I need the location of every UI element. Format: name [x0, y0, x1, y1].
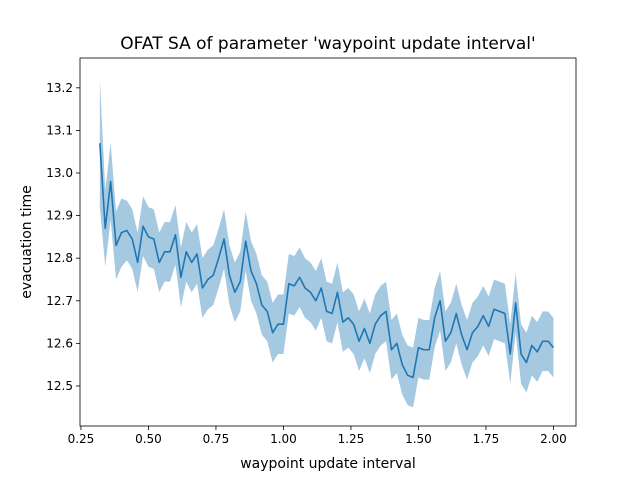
- x-tick-label: 2.00: [540, 432, 567, 446]
- plot-frame: [79, 57, 577, 427]
- y-tick-label: 13.2: [46, 81, 73, 95]
- y-tick-label: 12.9: [46, 209, 73, 223]
- y-axis-label: evacuation time: [19, 185, 35, 299]
- y-tick-label: 12.8: [46, 251, 73, 265]
- y-tick-label: 13.0: [46, 166, 73, 180]
- x-tick-label: 1.25: [338, 432, 365, 446]
- x-axis-label: waypoint update interval: [240, 456, 416, 472]
- x-tick-label: 1.50: [405, 432, 432, 446]
- x-tick-label: 0.75: [203, 432, 230, 446]
- chart-title: OFAT SA of parameter 'waypoint update in…: [120, 34, 535, 54]
- x-tick-label: 1.75: [473, 432, 500, 446]
- x-tick-label: 0.50: [135, 432, 162, 446]
- y-tick-label: 12.6: [46, 336, 73, 350]
- x-tick-label: 1.00: [270, 432, 297, 446]
- y-tick-label: 13.1: [46, 123, 73, 137]
- y-tick-label: 12.5: [46, 379, 73, 393]
- confidence-band: [99, 79, 554, 408]
- y-tick-label: 12.7: [46, 294, 73, 308]
- mean-line: [99, 143, 555, 379]
- x-tick-label: 0.25: [68, 432, 95, 446]
